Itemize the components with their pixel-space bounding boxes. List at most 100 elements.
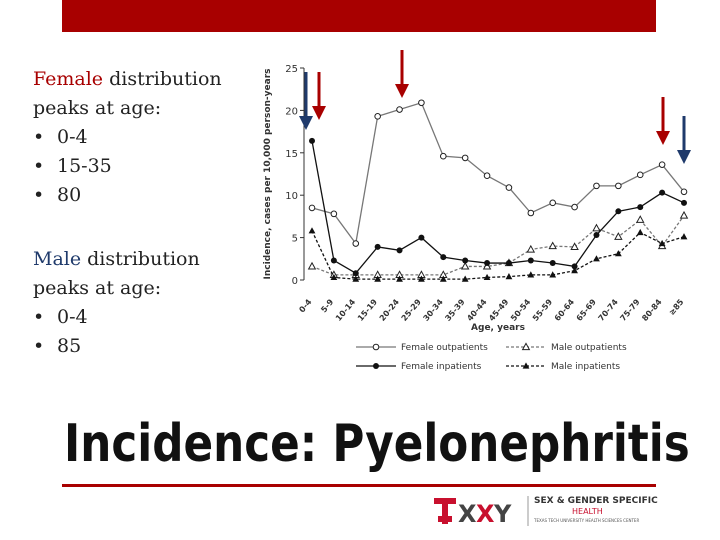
data-point [440, 254, 447, 261]
svg-text:Y: Y [493, 500, 512, 528]
data-point [615, 208, 622, 215]
data-point [549, 260, 556, 267]
x-tick-label: 40-44 [465, 297, 489, 323]
logo-line3: TEXAS TECH UNIVERSITY HEALTH SCIENCES CE… [534, 518, 640, 523]
data-point [527, 271, 535, 278]
logo-line1: SEX & GENDER SPECIFIC [534, 496, 658, 506]
data-point [330, 257, 337, 264]
svg-text:X: X [476, 500, 495, 528]
x-tick-label: 55-59 [531, 297, 555, 323]
legend-swatch-marker [522, 362, 530, 369]
data-point [571, 267, 578, 274]
data-point [505, 273, 513, 280]
female-heading-accent: Female [33, 68, 104, 90]
data-point [658, 239, 666, 247]
data-point [549, 199, 557, 207]
data-point [681, 199, 687, 206]
x-tick-label: 35-39 [443, 297, 467, 323]
male-peaks-text: Male distribution peaks at age: 0-4 85 [33, 245, 200, 361]
legend-swatch-marker [372, 343, 380, 351]
data-point [352, 240, 360, 247]
data-point [461, 154, 469, 162]
data-point [637, 204, 644, 211]
male-peak-item: 85 [33, 332, 200, 361]
chart-svg: 0 5 10 15 20 25 Incidence, cases per 10,000 pe… [263, 64, 689, 372]
female-peak-item: 15-35 [33, 152, 222, 181]
svg-text:X: X [458, 500, 477, 528]
y-tick-label: 20 [285, 106, 298, 117]
data-point [374, 243, 381, 250]
y-tick-label: 0 [292, 276, 298, 287]
arrow-down-red-icon [312, 72, 326, 120]
female-heading-line2: peaks at age: [33, 97, 162, 119]
y-tick-label: 25 [285, 64, 298, 75]
arrow-down-navy-icon [299, 72, 313, 130]
data-point [527, 209, 535, 217]
x-tick-label: ≥85 [667, 297, 686, 317]
data-point [418, 275, 425, 282]
x-tick-label: 50-54 [509, 297, 533, 323]
legend-label: Female inpatients [401, 362, 482, 372]
x-tick-label: 65-69 [575, 297, 599, 323]
data-point [592, 223, 601, 232]
data-point [526, 244, 536, 253]
x-tick-label: 75-79 [618, 297, 642, 323]
series-line [311, 140, 685, 275]
data-point [636, 228, 644, 236]
data-point [483, 172, 491, 179]
data-point [352, 275, 360, 282]
data-point [484, 260, 491, 267]
female-peak-item: 0-4 [33, 123, 222, 152]
x-tick-label: 10-14 [334, 297, 358, 323]
data-point [374, 113, 381, 120]
data-point [527, 257, 534, 264]
male-heading-accent: Male [33, 248, 82, 270]
data-point [418, 234, 425, 241]
x-tick-label: 20-24 [378, 297, 402, 323]
male-heading-rest: distribution [81, 248, 200, 270]
legend-label: Male outpatients [551, 343, 627, 353]
series-line [311, 101, 685, 246]
data-point [548, 241, 557, 250]
data-point [374, 275, 382, 282]
data-point [635, 215, 645, 223]
top-accent-bar [62, 0, 656, 32]
ttu-logo-icon: X X Y [434, 496, 529, 528]
data-point [571, 263, 578, 270]
x-axis-label: Age, years [471, 323, 525, 333]
data-point [308, 227, 316, 234]
legend-swatch-marker [373, 363, 379, 369]
data-point [396, 275, 403, 282]
x-tick-label: 15-19 [356, 297, 380, 323]
data-point [330, 210, 338, 218]
incidence-chart: 0 5 10 15 20 25 Incidence, cases per 10,000 pe… [260, 60, 696, 372]
y-axis-label: Incidence, cases per 10,000 person-years [263, 69, 273, 280]
data-point [439, 275, 447, 282]
male-heading-line2: peaks at age: [33, 277, 162, 299]
x-tick-label: 0-4 [297, 297, 313, 314]
male-peak-list: 0-4 85 [33, 303, 200, 361]
series-line [311, 230, 685, 280]
data-point [680, 188, 688, 196]
data-point [614, 250, 622, 257]
data-point [307, 261, 317, 270]
data-point [505, 260, 512, 267]
x-tick-label: 45-49 [487, 297, 511, 323]
data-point [439, 152, 447, 160]
y-tick-label: 5 [292, 234, 298, 245]
legend-label: Male inpatients [551, 362, 620, 372]
y-tick-label: 15 [285, 149, 298, 160]
x-tick-label: 5-9 [319, 297, 335, 314]
female-heading: Female distribution [33, 65, 222, 94]
data-point [505, 184, 513, 191]
legend-swatch-marker [521, 342, 531, 351]
legend-label: Female outpatients [401, 343, 488, 353]
data-point [418, 99, 425, 107]
x-tick-label: 60-64 [553, 297, 577, 323]
arrow-down-red-icon [395, 50, 409, 98]
x-tick-label: 70-74 [597, 297, 621, 323]
data-point [615, 182, 622, 190]
data-point [593, 182, 600, 190]
data-point [308, 204, 316, 212]
female-peaks-text: Female distribution peaks at age: 0-4 15… [33, 65, 222, 210]
